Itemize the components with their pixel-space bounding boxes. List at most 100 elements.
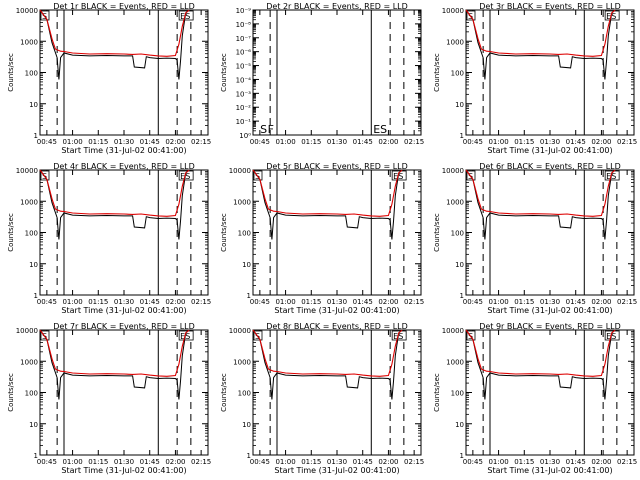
corner-label-box — [253, 330, 263, 341]
x-tick-label: 02:00 — [591, 138, 611, 146]
plot-frame — [252, 329, 422, 456]
x-tick-label: 01:30 — [540, 138, 560, 146]
y-axis-label: Counts/sec — [7, 373, 15, 412]
detector-panel: Det 1r BLACK = Events, RED = LLD 1 10 100 10… — [7, 2, 211, 155]
y-tick-label: 100 — [25, 70, 38, 78]
x-axis-label: Start Time (31-Jul-02 00:41:00) — [61, 306, 186, 315]
y-tick-label: 10⁻⁸ — [236, 21, 252, 29]
y-tick-label: 10000 — [442, 167, 464, 175]
y-axis-label: Counts/sec — [7, 53, 15, 92]
x-tick-label: 02:15 — [404, 458, 424, 466]
x-tick-label: 01:00 — [62, 138, 82, 146]
y-axis-label: Counts/sec — [220, 373, 228, 412]
events-series-line — [465, 169, 616, 240]
detector-panel: Det 2r BLACK = Events, RED = LLD 10⁰ 10⁻¹ 1… — [220, 2, 424, 146]
events-series-line — [39, 9, 190, 80]
corner-label-box — [40, 330, 50, 341]
lld-series-line — [252, 169, 403, 217]
x-tick-label: 01:15 — [514, 298, 534, 306]
y-tick-label: 1 — [34, 292, 38, 300]
events-series-line — [39, 329, 190, 400]
y-tick-label: 10 — [242, 421, 251, 429]
x-tick-label: 01:15 — [301, 458, 321, 466]
x-tick-label: 00:45 — [463, 458, 483, 466]
corner-label-box — [391, 170, 407, 181]
x-tick-label: 01:30 — [114, 298, 134, 306]
x-tick-label: 01:45 — [353, 298, 373, 306]
x-tick-label: 01:30 — [327, 458, 347, 466]
time-marker-label: ES — [373, 123, 387, 136]
x-tick-label: 02:15 — [191, 458, 211, 466]
x-tick-label: 01:45 — [140, 138, 160, 146]
y-tick-label: 10000 — [229, 167, 251, 175]
lld-series-line — [465, 169, 616, 217]
x-tick-label: 02:15 — [191, 138, 211, 146]
x-axis-label: Start Time (31-Jul-02 00:41:00) — [274, 306, 399, 315]
y-tick-label: 10⁻⁷ — [236, 35, 252, 43]
panel-title: Det 9r BLACK = Events, RED = LLD — [479, 322, 621, 331]
x-axis-label: Start Time (31-Jul-02 00:41:00) — [487, 306, 612, 315]
corner-label-box — [466, 170, 476, 181]
y-axis-label: Counts/sec — [433, 373, 441, 412]
x-tick-label: 02:00 — [591, 458, 611, 466]
x-tick-label: 02:15 — [191, 298, 211, 306]
plot-frame — [252, 9, 422, 136]
x-tick-label: 00:45 — [250, 298, 270, 306]
x-tick-label: 02:00 — [165, 458, 185, 466]
y-tick-label: 1 — [460, 452, 464, 460]
x-tick-label: 01:30 — [540, 298, 560, 306]
plot-frame — [465, 169, 635, 296]
panel-title: Det 7r BLACK = Events, RED = LLD — [53, 322, 195, 331]
y-tick-label: 100 — [451, 230, 464, 238]
x-tick-label: 01:15 — [514, 138, 534, 146]
y-tick-label: 10000 — [229, 327, 251, 335]
x-tick-label: 01:15 — [88, 458, 108, 466]
x-tick-label: 02:15 — [617, 138, 637, 146]
y-tick-label: 10⁻³ — [236, 90, 252, 98]
x-tick-label: 01:15 — [301, 138, 321, 146]
x-tick-label: 01:30 — [540, 458, 560, 466]
events-series-line — [39, 169, 190, 240]
y-tick-label: 10000 — [16, 7, 38, 15]
x-tick-label: 01:45 — [566, 458, 586, 466]
detector-panel: Det 5r BLACK = Events, RED = LLD 1 10 100 10… — [220, 162, 424, 315]
x-tick-label: 00:45 — [250, 458, 270, 466]
plot-frame — [39, 329, 209, 456]
x-tick-label: 00:45 — [463, 298, 483, 306]
x-tick-label: 00:45 — [37, 138, 57, 146]
x-tick-label: 01:15 — [301, 298, 321, 306]
x-tick-label: 02:00 — [378, 298, 398, 306]
x-tick-label: 01:45 — [353, 138, 373, 146]
y-tick-label: 1 — [460, 292, 464, 300]
y-tick-label: 10 — [29, 261, 38, 269]
x-tick-label: 02:00 — [591, 298, 611, 306]
plot-frame — [465, 329, 635, 456]
panel-title: Det 6r BLACK = Events, RED = LLD — [479, 162, 621, 171]
plot-frame — [252, 169, 422, 296]
x-tick-label: 01:15 — [88, 138, 108, 146]
y-tick-label: 100 — [451, 70, 464, 78]
panel-title: Det 4r BLACK = Events, RED = LLD — [53, 162, 195, 171]
y-tick-label: 10 — [455, 421, 464, 429]
y-tick-label: 1000 — [446, 198, 464, 206]
x-tick-label: 01:45 — [140, 298, 160, 306]
panel-title: Det 8r BLACK = Events, RED = LLD — [266, 322, 408, 331]
plot-frame — [465, 9, 635, 136]
y-axis-label: Counts/sec — [220, 213, 228, 252]
x-axis-label: Start Time (31-Jul-02 00:41:00) — [487, 466, 612, 475]
y-tick-label: 1000 — [446, 358, 464, 366]
y-tick-label: 1 — [34, 132, 38, 140]
x-tick-label: 01:30 — [327, 138, 347, 146]
x-tick-label: 02:00 — [378, 458, 398, 466]
x-axis-label: Start Time (31-Jul-02 00:41:00) — [274, 466, 399, 475]
y-tick-label: 10 — [29, 101, 38, 109]
y-tick-label: 10⁻² — [236, 104, 252, 112]
y-tick-label: 1 — [460, 132, 464, 140]
x-tick-label: 02:00 — [378, 138, 398, 146]
detector-panel: Det 4r BLACK = Events, RED = LLD 1 10 100 10… — [7, 162, 211, 315]
corner-label-box — [604, 330, 620, 341]
corner-label-box — [253, 170, 263, 181]
detector-panel: Det 9r BLACK = Events, RED = LLD 1 10 100 10… — [433, 322, 637, 475]
x-tick-label: 00:45 — [250, 138, 270, 146]
y-tick-label: 10⁻⁵ — [236, 63, 252, 71]
